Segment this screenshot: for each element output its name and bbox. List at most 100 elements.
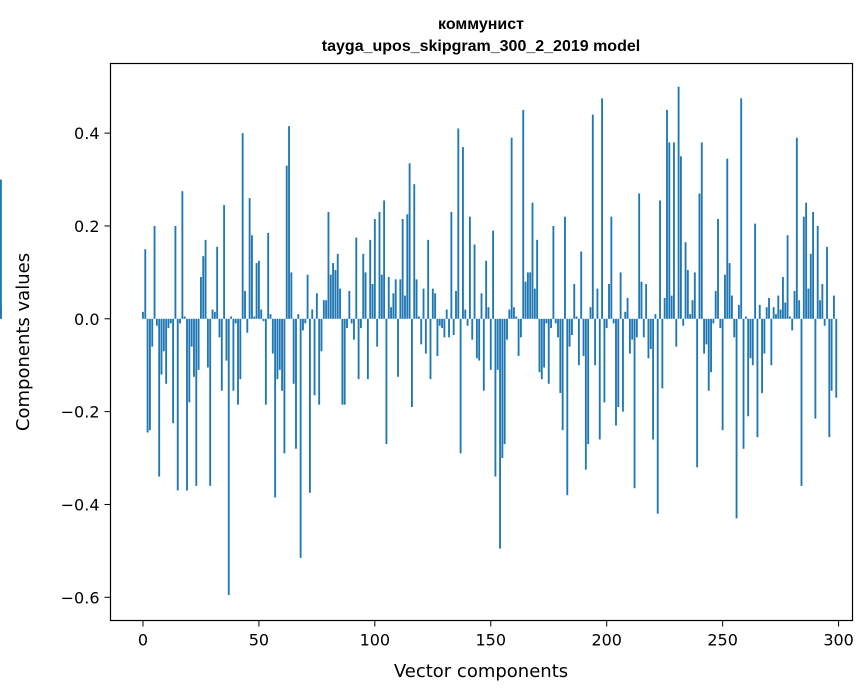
bar	[731, 295, 733, 319]
bar	[513, 307, 515, 319]
bar	[819, 300, 821, 319]
bar	[601, 98, 603, 319]
bar	[573, 283, 576, 319]
bar	[519, 318, 522, 338]
bar	[598, 318, 601, 440]
bar	[360, 318, 362, 329]
bar	[462, 147, 464, 319]
bar	[244, 290, 246, 319]
bar	[814, 318, 817, 419]
bar	[561, 318, 564, 431]
bar	[304, 318, 307, 324]
bar	[564, 216, 566, 319]
bar	[487, 307, 490, 319]
bar	[142, 311, 144, 319]
bar	[144, 249, 147, 319]
bar	[501, 318, 504, 459]
x-axis-label: Vector components	[394, 661, 568, 682]
bar	[763, 318, 766, 354]
bar	[522, 109, 525, 319]
plot-frame	[109, 62, 854, 622]
bar	[557, 318, 559, 338]
bar	[327, 212, 330, 319]
bar	[0, 307, 2, 319]
bar	[670, 295, 673, 319]
bar	[475, 318, 478, 359]
bar	[710, 318, 712, 373]
y-axis-ticks: −0.6 −0.4 −0.2 0.0 0.2 0.4	[61, 124, 111, 607]
bar	[457, 128, 460, 319]
bar	[821, 283, 824, 319]
bar	[174, 225, 177, 319]
bar	[737, 304, 740, 319]
bar	[146, 318, 149, 433]
bar	[306, 274, 309, 319]
bar	[566, 318, 569, 496]
bar	[220, 318, 223, 391]
bar	[782, 277, 784, 319]
bar	[445, 309, 448, 319]
bar	[587, 318, 590, 445]
bar	[390, 307, 392, 319]
bar	[257, 260, 260, 319]
bar	[399, 279, 402, 319]
bar	[721, 318, 724, 431]
y-tick-label: −0.6	[61, 588, 100, 607]
bar	[640, 281, 643, 319]
bar	[603, 318, 606, 403]
bar	[387, 277, 390, 319]
bar	[628, 318, 631, 354]
y-axis-label: Components values	[13, 253, 34, 431]
bar	[271, 318, 274, 354]
bar	[339, 288, 341, 319]
bar	[362, 253, 365, 319]
bar	[615, 318, 617, 426]
bar	[283, 318, 286, 454]
bar	[758, 304, 761, 319]
bar	[684, 242, 687, 319]
bar	[183, 316, 186, 319]
bar	[241, 133, 244, 319]
bar	[619, 272, 622, 319]
y-tick-label: −0.4	[61, 495, 100, 514]
bar	[635, 318, 638, 338]
bar	[237, 318, 239, 405]
bar	[179, 318, 181, 324]
bar	[248, 198, 251, 319]
bar	[524, 281, 527, 319]
bar	[526, 272, 529, 319]
bar	[707, 318, 710, 391]
bar	[200, 277, 202, 319]
bar	[267, 232, 270, 319]
bar	[436, 318, 439, 356]
bar	[364, 272, 367, 319]
bar	[679, 156, 682, 319]
bar	[724, 274, 726, 319]
bar	[471, 318, 474, 340]
bar	[415, 279, 418, 319]
bar	[649, 318, 652, 349]
bar	[348, 290, 351, 319]
bar	[422, 288, 425, 319]
bar	[494, 318, 497, 477]
bar	[496, 318, 499, 370]
bar	[441, 318, 443, 329]
bar	[234, 318, 237, 324]
bar	[740, 98, 743, 319]
bar	[420, 318, 423, 345]
chart-title: коммунист	[438, 16, 524, 33]
bar	[213, 311, 216, 319]
bar	[429, 318, 432, 380]
bar	[209, 318, 212, 486]
bar	[489, 318, 492, 370]
bar	[195, 318, 198, 486]
bar	[747, 318, 750, 417]
bar	[779, 309, 782, 319]
bar	[807, 288, 810, 319]
bar	[582, 318, 585, 356]
bar	[264, 318, 267, 405]
bar	[682, 318, 685, 326]
bar	[568, 318, 571, 347]
bar	[366, 318, 369, 380]
bar	[508, 309, 511, 319]
